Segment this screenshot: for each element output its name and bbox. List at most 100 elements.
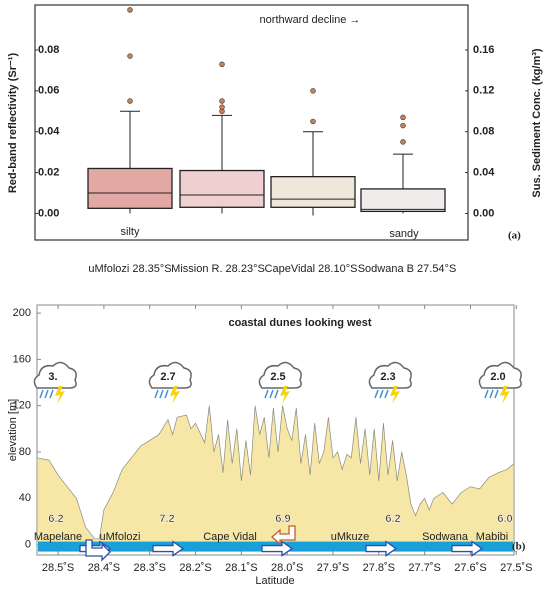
height-label: 6.2 (385, 513, 400, 525)
y2-tick-label: 0.16 (473, 44, 494, 56)
y-tick-label: 0.02 (38, 166, 59, 178)
box (270, 176, 356, 208)
x-tick-label: 28.1˚S (225, 562, 257, 574)
x-tick-label: 28.3˚S (134, 562, 166, 574)
rain (164, 389, 169, 399)
x-tick-label: Sodwana B 27.54°S (358, 263, 457, 275)
y2-tick-label: 0.12 (473, 85, 494, 97)
x-tick-label: 28.4˚S (88, 562, 120, 574)
rain (264, 389, 269, 399)
rain (49, 389, 54, 399)
direction-arrow (365, 540, 398, 557)
lightning (170, 386, 180, 404)
outlier (400, 139, 406, 145)
place-label: uMkuze (331, 531, 370, 543)
x-tick-label: 27.7˚S (408, 562, 440, 574)
outlier (310, 88, 316, 94)
y2-tick-label: 0.08 (473, 126, 494, 138)
cloud (148, 361, 192, 389)
outlier (219, 104, 225, 110)
cloud (478, 361, 522, 389)
height-label: 6.2 (48, 513, 63, 525)
lightning (390, 386, 400, 404)
storm-label: 2.7 (160, 371, 175, 383)
y-tick-label: 0 (25, 538, 31, 550)
box (87, 167, 173, 209)
y-tick-label: 0.04 (38, 126, 60, 138)
storm-label: 2.5 (270, 371, 285, 383)
outlier (400, 114, 406, 121)
y2-tick-label: 0.04 (473, 166, 495, 178)
rain (154, 389, 159, 399)
y-tick-label: 160 (13, 353, 31, 365)
y-tick-label: 0.00 (38, 207, 59, 219)
y2-tick-label: 0.00 (473, 207, 494, 219)
lightning (280, 386, 290, 404)
height-label: 7.2 (159, 513, 174, 525)
height-label: 6.0 (497, 513, 512, 525)
storm-icon: 3. (33, 361, 77, 404)
storm-icon: 2.0 (478, 361, 522, 404)
rain (39, 389, 44, 399)
outlier (400, 122, 406, 129)
rain (384, 389, 389, 399)
direction-arrow (152, 540, 185, 557)
arrow-shape (152, 540, 185, 557)
cloud (33, 361, 77, 389)
direction-arrow (451, 540, 484, 557)
y-tick-label: 0.08 (38, 44, 59, 56)
rain (484, 389, 489, 399)
panel-label: (a) (508, 230, 521, 242)
direction-arrow (261, 540, 294, 557)
x-tick-label: 27.9˚S (317, 562, 349, 574)
place-label: Mapelane (34, 531, 82, 543)
box (179, 169, 265, 208)
x-axis-label: Latitude (255, 575, 294, 587)
annotation: silty (121, 226, 140, 238)
place-label: uMfolozi (100, 531, 141, 543)
y-tick-label: 120 (13, 400, 31, 412)
place-label: Sodwana (422, 531, 469, 543)
x-tick-label: 27.8˚S (363, 562, 395, 574)
rain (374, 389, 379, 399)
storm-icon: 2.5 (258, 361, 302, 404)
storm-label: 3. (48, 371, 57, 383)
x-tick-label: CapeVidal 28.10°S (265, 263, 358, 275)
storm-label: 2.0 (490, 371, 505, 383)
storm-label: 2.3 (380, 371, 395, 383)
arrow-shape (261, 540, 294, 557)
outlier (127, 98, 133, 104)
panel-label: (b) (512, 541, 526, 553)
x-tick-label: 27.6˚S (454, 562, 486, 574)
arrow-shape (451, 540, 484, 557)
cloud (258, 361, 302, 389)
annotation: sandy (389, 228, 419, 240)
x-tick-label: 28.0˚S (271, 562, 303, 574)
x-tick-label: 28.2˚S (179, 562, 211, 574)
x-tick-label: uMfolozi 28.35°S (88, 263, 171, 275)
y-axis-label: elevation [m] (7, 399, 19, 461)
x-tick-label: 27.5˚S (500, 562, 532, 574)
rain (494, 389, 499, 399)
y-axis-label: Red-band reflectivity (Sr⁻¹) (7, 53, 19, 194)
lightning (55, 386, 65, 404)
outlier (127, 7, 133, 13)
outlier (219, 98, 225, 104)
storm-icon: 2.3 (368, 361, 412, 404)
box (360, 188, 446, 213)
rain (269, 389, 274, 399)
y-tick-label: 40 (19, 492, 31, 504)
y2-axis-label: Sus. Sediment Conc. (kg/m³) (531, 48, 543, 197)
rain (44, 389, 49, 399)
outlier (310, 118, 316, 125)
rain (489, 389, 494, 399)
y-tick-label: 200 (13, 307, 31, 319)
arrow-shape (365, 540, 398, 557)
outlier (219, 61, 225, 68)
chart-title: coastal dunes looking west (228, 317, 371, 329)
cloud (368, 361, 412, 389)
outlier (127, 53, 133, 59)
elevation-area (36, 405, 515, 545)
rain (379, 389, 384, 399)
